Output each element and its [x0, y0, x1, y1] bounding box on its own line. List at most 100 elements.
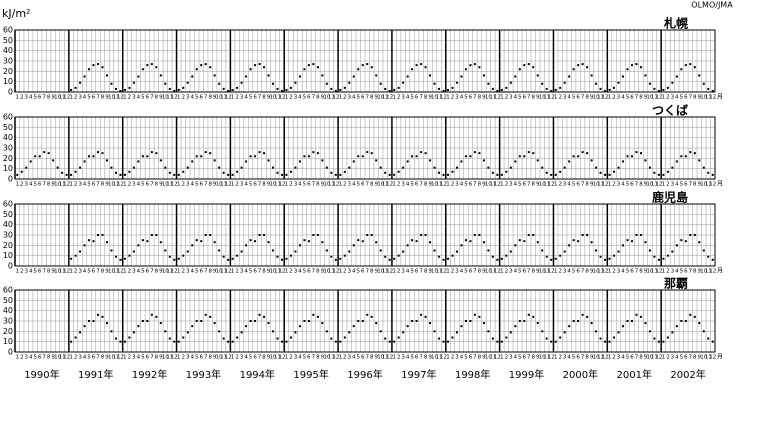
x-tick-label: 2 — [558, 182, 562, 188]
x-tick-label: 11 — [382, 269, 389, 275]
data-point — [577, 155, 580, 158]
data-point — [155, 152, 158, 155]
data-point — [173, 340, 176, 343]
x-tick-label: 6 — [576, 182, 580, 188]
data-point — [424, 152, 427, 155]
x-tick-label: 2 — [612, 355, 616, 361]
data-point — [572, 155, 575, 158]
data-point — [272, 82, 275, 85]
data-point — [303, 320, 306, 322]
x-tick-label: 2 — [128, 182, 132, 188]
x-tick-label: 8 — [693, 355, 697, 361]
x-tick-label: 7 — [258, 182, 262, 188]
data-point — [514, 160, 517, 163]
x-tick-label: 7 — [96, 355, 100, 361]
x-tick-label: 9 — [536, 182, 540, 188]
data-point — [128, 336, 131, 339]
data-point — [693, 315, 696, 318]
x-tick-label: 9 — [482, 95, 486, 101]
x-tick-label: 3 — [509, 355, 513, 361]
data-point — [487, 166, 490, 169]
x-tick-label: 7 — [312, 269, 316, 275]
x-tick-label: 1 — [231, 355, 235, 361]
x-tick-label: 7 — [150, 355, 154, 361]
data-point — [630, 240, 633, 243]
x-tick-label: 2 — [128, 95, 132, 101]
data-point — [393, 173, 396, 176]
data-point — [330, 171, 333, 174]
data-point — [455, 250, 458, 253]
data-point — [83, 244, 86, 247]
data-point — [451, 170, 454, 173]
panel-title: 鹿児島 — [652, 190, 688, 205]
data-point — [83, 75, 86, 78]
x-tick-label: 3 — [78, 182, 82, 188]
data-point — [473, 313, 476, 316]
data-point — [177, 173, 180, 176]
data-point — [285, 340, 288, 343]
data-point — [222, 171, 225, 174]
x-tick-label: 9 — [105, 95, 109, 101]
x-tick-label: 11 — [489, 182, 496, 188]
x-tick-label: 4 — [460, 95, 464, 101]
x-tick-label: 2 — [397, 269, 401, 275]
x-tick-label: 2 — [343, 269, 347, 275]
data-point — [254, 240, 257, 243]
x-tick-label: 12 — [440, 355, 447, 361]
x-tick-label: 7 — [365, 269, 369, 275]
x-tick-label: 10 — [539, 355, 546, 361]
data-point — [227, 89, 230, 92]
y-tick-label: 50 — [3, 123, 13, 132]
x-tick-label: 12 — [440, 269, 447, 275]
x-tick-label: 8 — [693, 95, 697, 101]
data-point — [684, 64, 687, 67]
data-point — [146, 155, 149, 158]
data-point — [586, 152, 589, 155]
x-tick-label: 1 — [285, 269, 289, 275]
x-tick-label: 8 — [585, 182, 589, 188]
data-point — [339, 173, 342, 176]
x-tick-label: 5 — [303, 355, 307, 361]
x-tick-label: 9 — [159, 269, 163, 275]
x-tick-label: 1 — [177, 182, 181, 188]
data-point — [231, 340, 234, 343]
data-point — [415, 64, 418, 67]
data-point — [267, 74, 270, 77]
x-tick-label: 4 — [514, 182, 518, 188]
x-tick-label: 12 — [709, 95, 716, 101]
x-tick-label: 5 — [303, 269, 307, 275]
data-point — [406, 75, 409, 78]
data-point — [559, 254, 562, 257]
x-tick-label: 10 — [485, 269, 492, 275]
data-point — [491, 337, 494, 340]
x-tick-label: 9 — [644, 269, 648, 275]
x-tick-label: 10 — [700, 269, 707, 275]
data-point — [644, 241, 647, 244]
x-tick-label: 9 — [428, 269, 432, 275]
x-tick-label: 4 — [406, 355, 410, 361]
x-tick-label: 1 — [285, 95, 289, 101]
data-point — [258, 151, 261, 154]
data-point — [294, 250, 297, 253]
data-point — [200, 64, 203, 67]
x-tick-label: 7 — [42, 95, 46, 101]
x-tick-label: 8 — [424, 355, 428, 361]
data-point — [191, 325, 194, 328]
x-tick-label: 3 — [132, 95, 136, 101]
x-tick-label: 3 — [509, 182, 513, 188]
x-tick-label: 11 — [112, 182, 119, 188]
data-point — [581, 63, 584, 66]
data-point — [464, 320, 467, 322]
x-tick-label: 11 — [274, 355, 281, 361]
x-tick-label: 8 — [316, 182, 320, 188]
x-tick-label: 3 — [294, 269, 298, 275]
x-tick-label: 3 — [294, 95, 298, 101]
x-tick-label: 3 — [186, 95, 190, 101]
data-point — [438, 87, 441, 90]
data-point — [267, 159, 270, 162]
x-tick-label: 2 — [505, 269, 509, 275]
data-point — [536, 241, 539, 244]
data-point — [285, 88, 288, 91]
x-tick-label: 6 — [576, 355, 580, 361]
data-point — [675, 75, 678, 78]
